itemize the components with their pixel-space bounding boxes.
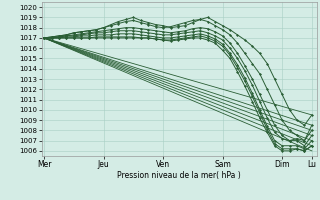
X-axis label: Pression niveau de la mer( hPa ): Pression niveau de la mer( hPa ) <box>117 171 241 180</box>
